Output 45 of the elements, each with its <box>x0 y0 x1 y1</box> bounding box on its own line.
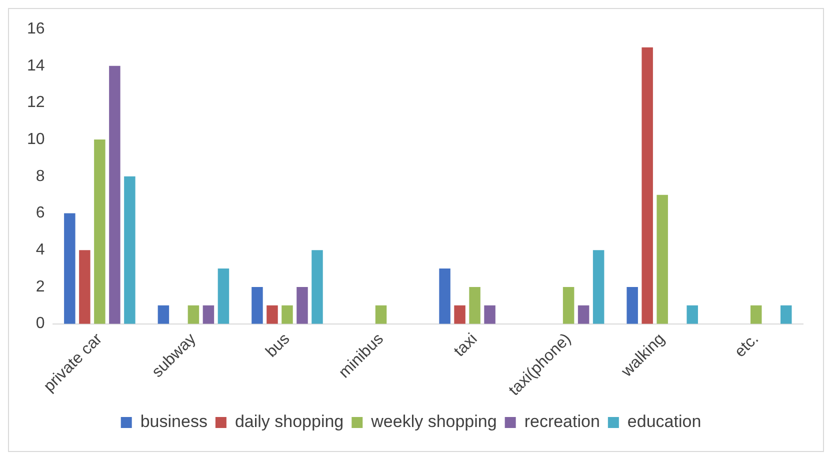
bar <box>469 286 480 324</box>
bar <box>656 194 668 324</box>
y-tick-label: 10 <box>27 130 45 148</box>
y-tick-label: 6 <box>36 204 45 222</box>
bar <box>439 268 450 324</box>
bar <box>626 286 638 324</box>
legend-label: recreation <box>524 412 600 432</box>
y-tick-label: 8 <box>36 168 45 185</box>
bar <box>64 213 76 324</box>
bar <box>484 305 496 324</box>
x-tick-label: etc. <box>732 330 762 361</box>
bar <box>94 140 106 324</box>
legend-label: weekly shopping <box>370 412 497 432</box>
legend-label: education <box>627 412 702 432</box>
y-tick-label: 12 <box>27 94 45 112</box>
bar <box>454 305 466 324</box>
bar <box>79 250 90 324</box>
bar <box>296 286 308 324</box>
bar <box>188 305 200 324</box>
bar <box>592 250 604 324</box>
y-tick-label: 2 <box>36 278 45 296</box>
bar <box>266 305 278 324</box>
bar <box>562 286 574 324</box>
x-tick-label: bus <box>262 330 294 361</box>
bar <box>750 305 762 324</box>
bar <box>109 66 120 324</box>
y-tick-label: 16 <box>27 20 45 38</box>
bar <box>686 305 698 324</box>
bar <box>780 305 792 324</box>
bar <box>375 305 387 324</box>
legend-label: daily shopping <box>234 412 344 432</box>
bar <box>642 47 653 324</box>
bar <box>578 305 590 324</box>
bar <box>124 176 136 324</box>
y-tick-label: 14 <box>27 57 45 74</box>
bar <box>282 305 293 324</box>
bar <box>158 305 170 324</box>
legend-label: business <box>140 412 208 432</box>
bar <box>252 286 263 324</box>
x-tick-label: taxi <box>451 330 481 360</box>
y-tick-label: 4 <box>36 242 45 259</box>
bar <box>312 250 323 324</box>
bar <box>202 305 214 324</box>
bar <box>218 268 230 324</box>
y-tick-label: 0 <box>36 315 45 332</box>
